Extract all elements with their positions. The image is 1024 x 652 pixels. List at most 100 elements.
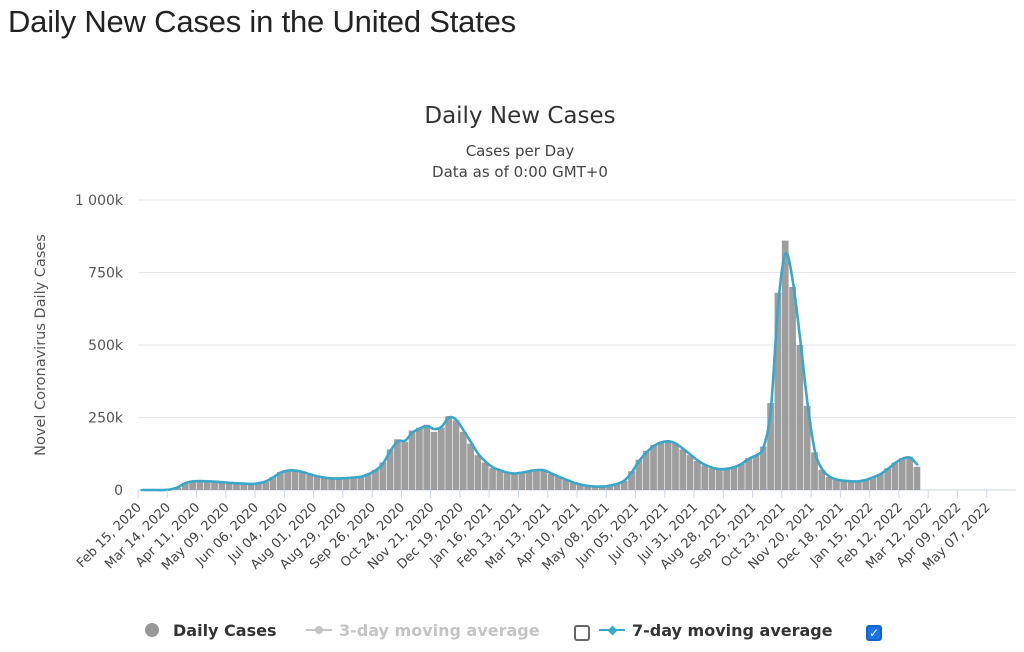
bar xyxy=(401,442,409,490)
line-circle-icon xyxy=(306,624,332,636)
bar xyxy=(196,481,204,490)
bar xyxy=(342,478,350,490)
bar xyxy=(350,477,357,490)
y-tick-label: 500k xyxy=(88,338,124,354)
bar xyxy=(869,476,877,490)
bar xyxy=(335,478,343,490)
check-icon: ✓ xyxy=(868,626,880,640)
bar xyxy=(657,442,665,490)
bar xyxy=(496,470,504,490)
chart-subtitle-line: Data as of 0:00 GMT+0 xyxy=(432,163,608,181)
bar xyxy=(218,482,226,490)
legend-item-3-day-average[interactable]: 3-day moving average xyxy=(306,612,540,648)
y-tick-label: 750k xyxy=(88,266,124,282)
bar xyxy=(437,427,445,490)
series-line-7-day-average xyxy=(140,251,919,492)
checkbox-3-day-average[interactable] xyxy=(574,625,590,641)
bar xyxy=(876,474,884,490)
bar xyxy=(291,470,299,490)
bar xyxy=(884,468,892,490)
bar xyxy=(833,479,840,490)
bar xyxy=(555,476,562,490)
bar xyxy=(737,463,745,490)
bar xyxy=(840,480,848,490)
legend-item-daily-cases[interactable]: Daily Cases xyxy=(145,612,276,648)
bar xyxy=(364,474,372,490)
bar xyxy=(694,461,701,490)
bar xyxy=(459,432,467,490)
bar xyxy=(518,472,526,490)
bar xyxy=(547,474,555,490)
bar xyxy=(225,482,233,490)
bar xyxy=(540,470,548,490)
bar xyxy=(752,455,760,490)
bar xyxy=(445,416,453,490)
bar xyxy=(269,476,277,490)
bar xyxy=(481,462,489,490)
bar xyxy=(284,470,292,490)
bar xyxy=(620,480,628,490)
bar xyxy=(855,481,862,490)
page-title: Daily New Cases in the United States xyxy=(8,4,516,39)
bar xyxy=(474,455,482,490)
bar xyxy=(174,487,182,490)
bar xyxy=(562,479,570,490)
bar xyxy=(803,405,811,490)
bar xyxy=(328,478,335,490)
bar xyxy=(708,468,716,490)
bar xyxy=(584,486,592,490)
bar xyxy=(642,450,650,490)
bar xyxy=(262,481,270,490)
bar xyxy=(862,479,870,490)
legend-label: Daily Cases xyxy=(173,620,277,640)
bar xyxy=(825,476,833,490)
bar xyxy=(628,471,635,490)
bar xyxy=(430,432,438,490)
bar xyxy=(379,462,387,490)
bar xyxy=(898,458,906,490)
bar xyxy=(781,240,789,490)
chart: Daily New Cases Cases per Day Data as of… xyxy=(33,103,1016,574)
bar xyxy=(613,484,621,490)
bar xyxy=(716,469,723,490)
bar xyxy=(277,472,284,490)
legend-item-7-day-average[interactable]: 7-day moving average xyxy=(599,612,833,648)
bar xyxy=(891,462,899,490)
bar xyxy=(635,459,643,490)
bar xyxy=(181,482,189,490)
y-axis-label: Novel Coronavirus Daily Cases xyxy=(33,234,49,456)
bar xyxy=(240,483,248,490)
chart-subtitle-line: Cases per Day xyxy=(466,142,575,160)
bar xyxy=(511,474,518,490)
bar xyxy=(847,481,855,490)
bar xyxy=(606,485,613,490)
bar xyxy=(489,468,496,490)
legend-label: 3-day moving average xyxy=(339,620,540,640)
line-diamond-icon xyxy=(599,624,625,636)
bar xyxy=(416,427,423,490)
y-tick-label: 1 000k xyxy=(75,193,124,209)
bar xyxy=(189,481,196,490)
legend: Daily Cases 3-day moving average 7-day m… xyxy=(0,612,1024,648)
checkbox-7-day-average[interactable]: ✓ xyxy=(866,625,882,641)
bar xyxy=(598,486,606,490)
bar xyxy=(906,456,913,490)
bar xyxy=(679,449,687,490)
bar xyxy=(591,486,599,490)
bar xyxy=(357,476,365,490)
bar xyxy=(745,458,752,490)
bar xyxy=(701,465,709,490)
y-tick-label: 0 xyxy=(114,483,123,499)
bar xyxy=(686,455,694,490)
bar xyxy=(533,469,540,490)
y-tick-label: 250k xyxy=(88,411,124,427)
bar xyxy=(759,446,767,490)
bar xyxy=(452,420,460,490)
bar xyxy=(577,484,584,490)
bar xyxy=(650,445,657,490)
bar xyxy=(313,476,321,490)
bar xyxy=(372,469,379,490)
bar xyxy=(211,481,218,490)
bar xyxy=(298,472,306,490)
bar xyxy=(672,443,679,490)
